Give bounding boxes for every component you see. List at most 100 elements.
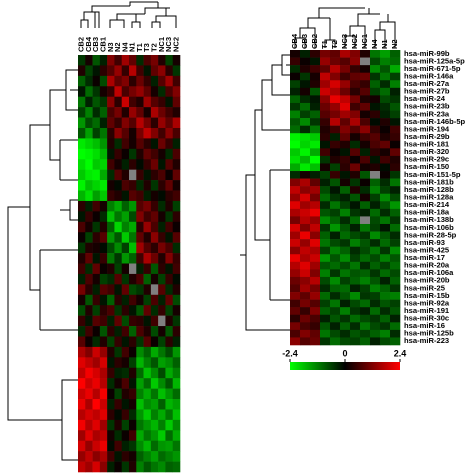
heatmap-cell [92, 399, 101, 410]
heatmap-cell [172, 127, 181, 139]
heatmap-cell [129, 232, 137, 243]
column-label: CB3 [91, 37, 100, 52]
heatmap-cell [310, 80, 321, 89]
column-label: NC3 [164, 37, 173, 52]
heatmap-cell [143, 273, 152, 285]
heatmap-cell [390, 148, 401, 157]
heatmap-cell [129, 357, 137, 369]
column-label: N1 [380, 39, 389, 49]
heatmap-cell [114, 221, 123, 233]
heatmap-cell [136, 388, 144, 400]
heatmap-cell [330, 65, 341, 73]
row-label: hsa-miR-223 [404, 336, 449, 345]
heatmap-cell [370, 254, 381, 263]
heatmap-cell [340, 223, 351, 232]
heatmap-cell [340, 186, 351, 195]
heatmap-cell [350, 261, 361, 270]
heatmap-cell [150, 180, 159, 191]
heatmap-cell [330, 140, 341, 149]
heatmap-cell [143, 253, 152, 264]
heatmap-cell [390, 261, 401, 270]
column-label: N4 [370, 39, 379, 49]
heatmap-cell [114, 430, 123, 442]
heatmap-cell [172, 409, 181, 421]
heatmap-cell [350, 223, 361, 232]
heatmap-cell [350, 186, 361, 195]
heatmap-cell [78, 211, 86, 223]
heatmap-cell [99, 294, 108, 306]
heatmap-cell [78, 284, 86, 296]
heatmap-cell [390, 284, 401, 293]
heatmap-cell [340, 307, 351, 316]
heatmap-cell [310, 261, 321, 270]
heatmap-cell [370, 314, 381, 323]
heatmap-cell [143, 117, 152, 129]
heatmap-cell [150, 315, 159, 327]
heatmap-cell [165, 263, 174, 275]
heatmap-cell [150, 336, 159, 348]
heatmap-cell [310, 329, 321, 338]
heatmap-cell [92, 284, 101, 296]
heatmap-cell [129, 86, 137, 97]
heatmap-cell [92, 419, 101, 431]
heatmap-cell [300, 269, 311, 278]
heatmap-cell [150, 138, 159, 150]
heatmap-cell [158, 367, 166, 379]
heatmap-cell [114, 159, 123, 170]
heatmap-cell [129, 221, 137, 233]
heatmap-cell [370, 261, 381, 270]
heatmap-cell [114, 86, 123, 97]
row-label: hsa-miR-24 [404, 94, 446, 103]
heatmap-cell [360, 246, 371, 255]
heatmap-cell [172, 190, 181, 202]
heatmap-cell [340, 171, 351, 179]
heatmap-cell [129, 273, 137, 285]
heatmap-cell [290, 337, 301, 346]
heatmap-cell [330, 299, 341, 308]
heatmap-cell [310, 216, 321, 225]
row-label: hsa-miR-191 [404, 306, 450, 315]
heatmap-cell [114, 232, 123, 243]
column-label: NC1 [360, 34, 369, 49]
heatmap-cell [150, 232, 159, 243]
heatmap-cell [85, 180, 93, 191]
heatmap-cell [330, 50, 341, 58]
column-label: N4 [120, 42, 129, 52]
heatmap-cell [290, 102, 301, 111]
heatmap-cell [121, 357, 130, 369]
heatmap-cell [330, 171, 341, 179]
heatmap-cell [370, 125, 381, 134]
heatmap-cell [85, 159, 93, 170]
heatmap-cell [85, 107, 93, 118]
heatmap-cell [85, 96, 93, 108]
heatmap-cell [85, 305, 93, 316]
heatmap-cell [107, 148, 115, 160]
heatmap-cell [78, 388, 86, 400]
heatmap-cell [129, 65, 137, 77]
row-label: hsa-miR-194 [404, 124, 450, 133]
heatmap-cell [320, 80, 331, 89]
heatmap-cell [340, 118, 351, 126]
heatmap-cell [380, 314, 391, 323]
heatmap-cell [129, 148, 137, 160]
heatmap-cell [107, 430, 115, 442]
heatmap-cell [129, 96, 137, 108]
heatmap-cell [129, 346, 137, 358]
heatmap-cell [150, 346, 159, 358]
heatmap-cell [78, 107, 86, 118]
heatmap-cell [114, 409, 123, 421]
heatmap-cell [330, 307, 341, 316]
heatmap-cell [310, 246, 321, 255]
heatmap-cell [320, 329, 331, 338]
heatmap-cell [340, 155, 351, 164]
heatmap-cell [380, 292, 391, 300]
heatmap-cell [92, 107, 101, 118]
heatmap-cell [380, 201, 391, 210]
heatmap-cell [107, 367, 115, 379]
heatmap-cell [380, 299, 391, 308]
heatmap-cell [165, 461, 174, 473]
heatmap-cell [370, 57, 381, 66]
heatmap-cell [340, 276, 351, 285]
heatmap-cell [136, 65, 144, 77]
heatmap-cell [320, 269, 331, 278]
